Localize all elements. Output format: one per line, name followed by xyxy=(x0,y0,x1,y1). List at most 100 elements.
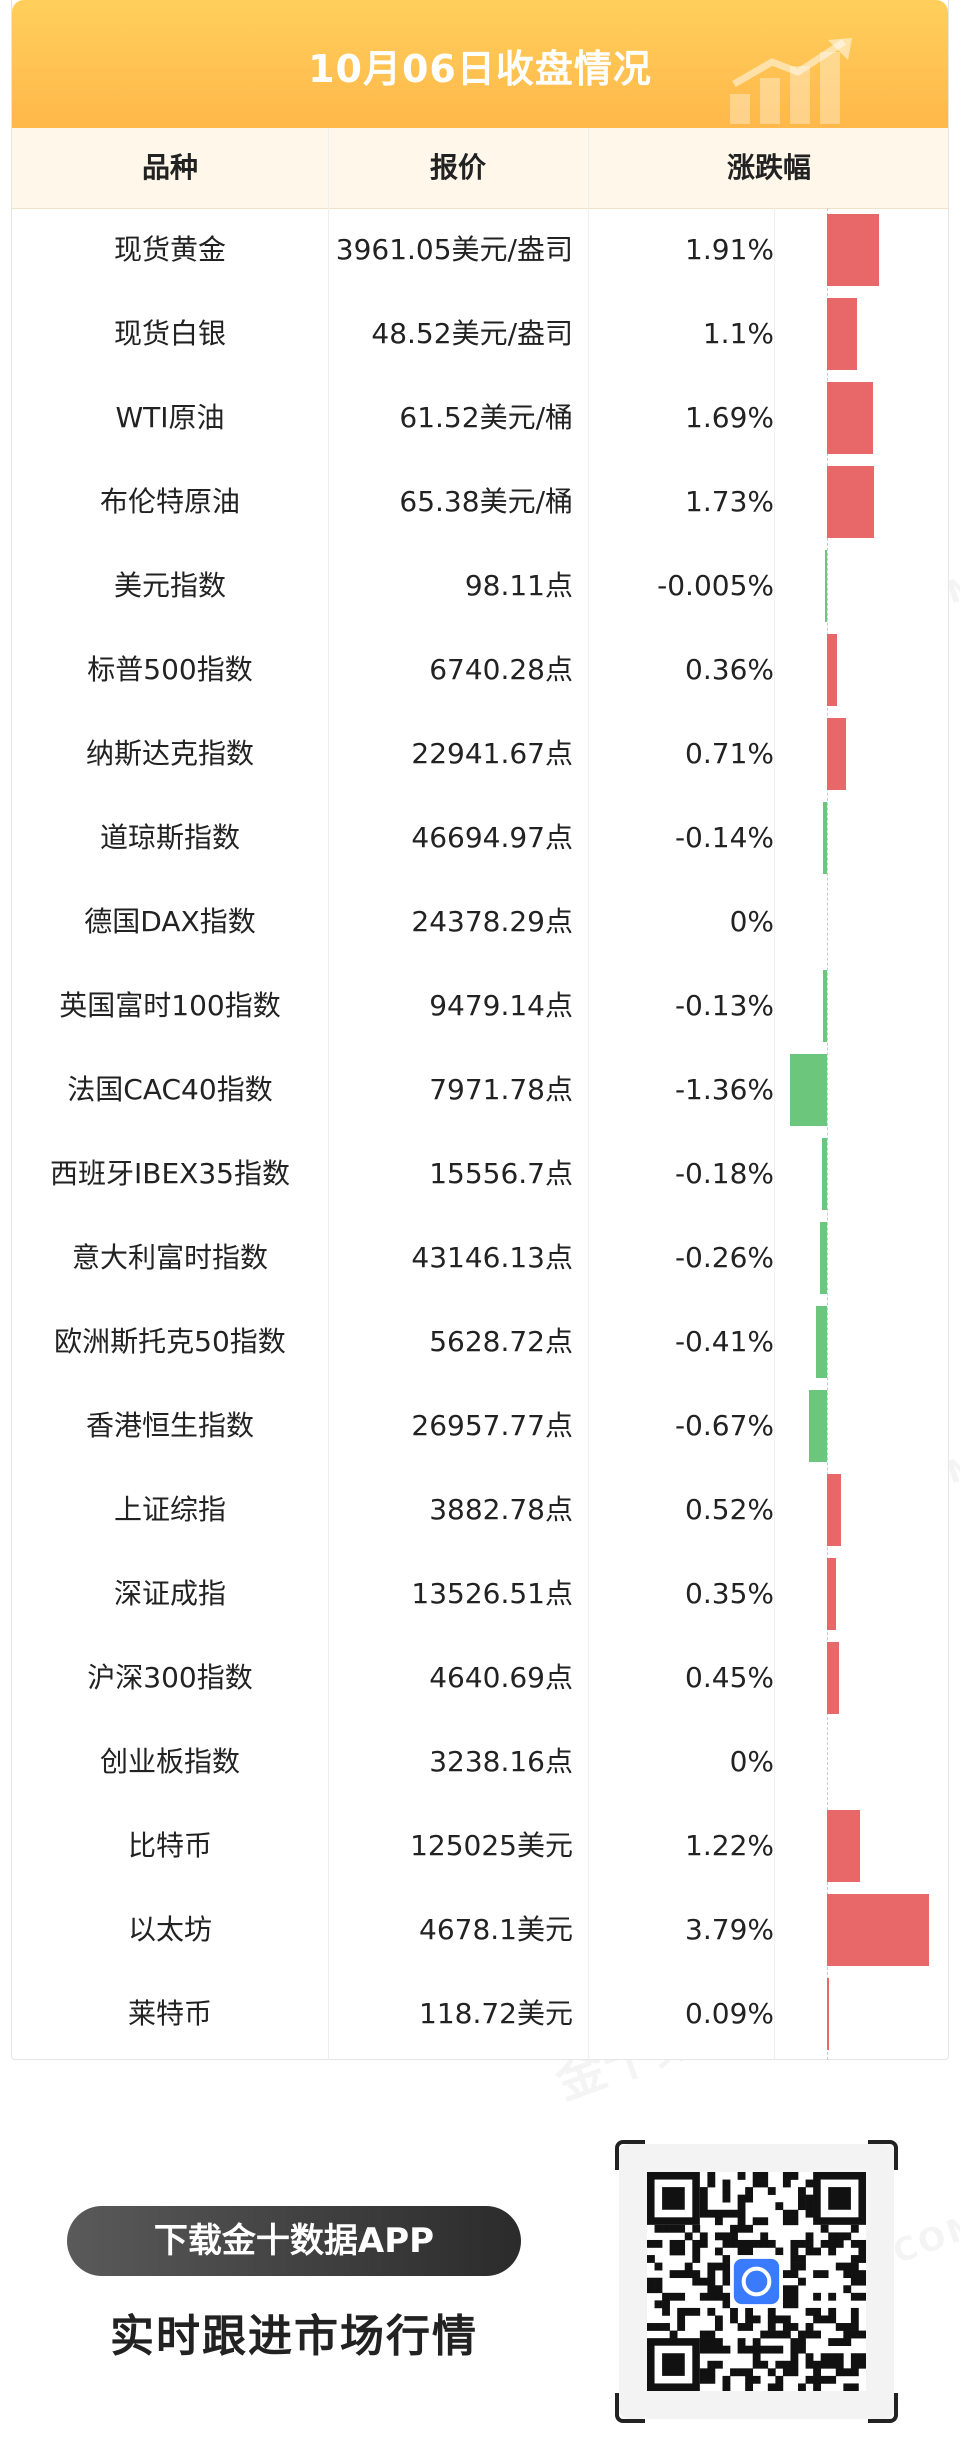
qr-code xyxy=(615,2140,898,2423)
change-bar xyxy=(827,466,874,538)
instrument-name: 现货黄金 xyxy=(113,233,226,266)
instrument-price: 15556.7点 xyxy=(429,1157,573,1190)
table-row: 沪深300指数 4640.69点 0.45% xyxy=(12,1636,948,1720)
change-bar xyxy=(808,1390,827,1462)
table-row: 比特币 125025美元 1.22% xyxy=(12,1804,948,1888)
instrument-name: 深证成指 xyxy=(113,1577,226,1610)
instrument-name: 现货白银 xyxy=(113,317,226,350)
change-bar xyxy=(815,1306,827,1378)
change-bar xyxy=(822,1138,827,1210)
zero-line xyxy=(827,208,828,2060)
change-bar xyxy=(827,1978,829,2050)
instrument-price: 65.38美元/桶 xyxy=(399,485,573,518)
change-percent-label: 1.73% xyxy=(685,485,774,518)
table-row: 道琼斯指数 46694.97点 -0.14% xyxy=(12,796,948,880)
table-row: 上证综指 3882.78点 0.52% xyxy=(12,1468,948,1552)
instrument-price: 98.11点 xyxy=(464,569,573,602)
change-percent-label: 0% xyxy=(729,1745,774,1778)
change-percent-label: -0.13% xyxy=(674,989,774,1022)
change-percent-label: 1.69% xyxy=(685,401,774,434)
instrument-price: 9479.14点 xyxy=(429,989,573,1022)
instrument-name: 莱特币 xyxy=(127,1997,212,2030)
change-percent-label: 1.91% xyxy=(685,233,774,266)
change-bar xyxy=(790,1054,827,1126)
instrument-name: 欧洲斯托克50指数 xyxy=(54,1325,286,1358)
table-row: 布伦特原油 65.38美元/桶 1.73% xyxy=(12,460,948,544)
table-row: 标普500指数 6740.28点 0.36% xyxy=(12,628,948,712)
instrument-price: 6740.28点 xyxy=(429,653,573,686)
table-row: 现货白银 48.52美元/盎司 1.1% xyxy=(12,292,948,376)
column-divider xyxy=(328,128,329,2060)
change-bar xyxy=(827,382,873,454)
column-divider xyxy=(588,128,589,2060)
change-percent-label: 0.71% xyxy=(685,737,774,770)
change-bar xyxy=(827,1474,842,1546)
change-percent-label: 0.09% xyxy=(685,1997,774,2030)
instrument-price: 118.72美元 xyxy=(419,1997,573,2030)
change-bar xyxy=(823,802,827,874)
instrument-name: 纳斯达克指数 xyxy=(85,737,254,770)
change-percent-label: 0.52% xyxy=(685,1493,774,1526)
change-percent-label: 1.22% xyxy=(685,1829,774,1862)
table-row: 莱特币 118.72美元 0.09% xyxy=(12,1972,948,2056)
instrument-name: 上证综指 xyxy=(113,1493,226,1526)
table-row: 创业板指数 3238.16点 0% xyxy=(12,1720,948,1804)
table-row: 深证成指 13526.51点 0.35% xyxy=(12,1552,948,1636)
instrument-name: 美元指数 xyxy=(113,569,226,602)
header-name: 品种 xyxy=(141,151,198,184)
change-bar xyxy=(827,1894,930,1966)
instrument-price: 26957.77点 xyxy=(411,1409,573,1442)
instrument-price: 5628.72点 xyxy=(429,1325,573,1358)
instrument-price: 46694.97点 xyxy=(411,821,573,854)
instrument-name: 道琼斯指数 xyxy=(99,821,240,854)
table-row: 意大利富时指数 43146.13点 -0.26% xyxy=(12,1216,948,1300)
instrument-name: 创业板指数 xyxy=(99,1745,240,1778)
table-row: 美元指数 98.11点 -0.005% xyxy=(12,544,948,628)
growth-chart-icon xyxy=(730,38,852,124)
change-bar xyxy=(827,214,879,286)
instrument-name: 香港恒生指数 xyxy=(85,1409,254,1442)
instrument-name: 法国CAC40指数 xyxy=(67,1073,273,1106)
change-bar xyxy=(827,718,847,790)
instrument-price: 3238.16点 xyxy=(429,1745,573,1778)
change-bar xyxy=(827,298,857,370)
instrument-name: 意大利富时指数 xyxy=(71,1241,268,1274)
instrument-price: 22941.67点 xyxy=(411,737,573,770)
table-header: 品种 报价 涨跌幅 xyxy=(12,128,948,209)
instrument-name: 以太坊 xyxy=(127,1913,212,1946)
change-percent-label: -0.67% xyxy=(674,1409,774,1442)
instrument-price: 125025美元 xyxy=(410,1829,573,1862)
change-bar xyxy=(827,1810,860,1882)
instrument-price: 48.52美元/盎司 xyxy=(371,317,573,350)
change-bar xyxy=(825,550,827,622)
change-percent-label: 0.35% xyxy=(685,1577,774,1610)
table-row: 德国DAX指数 24378.29点 0% xyxy=(12,880,948,964)
instrument-price: 3882.78点 xyxy=(429,1493,573,1526)
instrument-price: 7971.78点 xyxy=(429,1073,573,1106)
instrument-name: 比特币 xyxy=(127,1829,212,1862)
instrument-name: 德国DAX指数 xyxy=(84,905,256,938)
table-row: 以太坊 4678.1美元 3.79% xyxy=(12,1888,948,1972)
header-price: 报价 xyxy=(429,151,486,184)
table-row: 英国富时100指数 9479.14点 -0.13% xyxy=(12,964,948,1048)
market-close-card: 10月06日收盘情况 品种 报价 涨跌幅 现货黄金 3961.05美元/盎司 1.9… xyxy=(11,0,949,2060)
change-percent-label: -0.41% xyxy=(674,1325,774,1358)
title-banner: 10月06日收盘情况 xyxy=(12,0,948,128)
change-percent-label: 0% xyxy=(729,905,774,938)
instrument-price: 3961.05美元/盎司 xyxy=(335,233,573,266)
change-percent-label: 0.45% xyxy=(685,1661,774,1694)
table-row: 欧洲斯托克50指数 5628.72点 -0.41% xyxy=(12,1300,948,1384)
change-bar xyxy=(819,1222,827,1294)
instrument-price: 61.52美元/桶 xyxy=(399,401,573,434)
table-row: 香港恒生指数 26957.77点 -0.67% xyxy=(12,1384,948,1468)
instrument-name: 西班牙IBEX35指数 xyxy=(50,1157,290,1190)
instrument-price: 4640.69点 xyxy=(429,1661,573,1694)
change-bar xyxy=(827,1558,837,1630)
change-percent-label: -0.14% xyxy=(674,821,774,854)
download-app-button[interactable]: 下载金十数据APP xyxy=(67,2206,521,2276)
header-change: 涨跌幅 xyxy=(726,151,811,184)
instrument-name: 布伦特原油 xyxy=(99,485,240,518)
column-divider xyxy=(774,208,775,2060)
page-title: 10月06日收盘情况 xyxy=(308,47,652,91)
instrument-price: 24378.29点 xyxy=(411,905,573,938)
